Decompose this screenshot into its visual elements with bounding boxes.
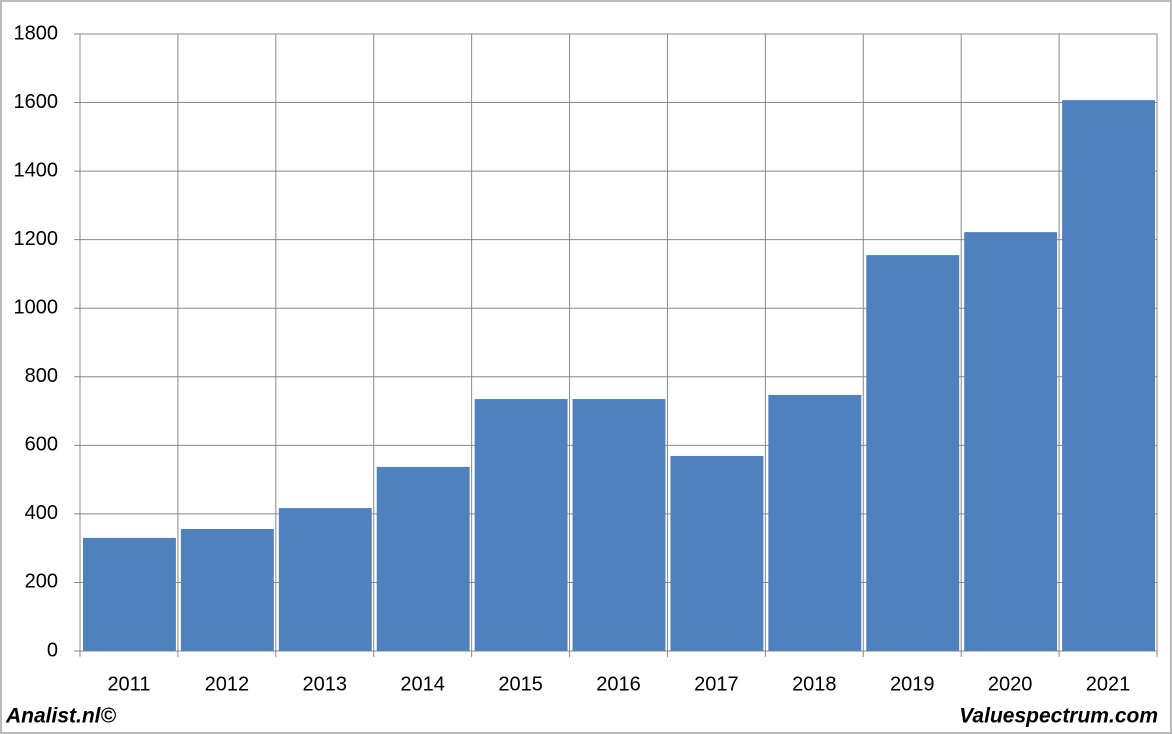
y-tick-label: 800 (25, 365, 58, 387)
footer-left: Analist.nl© (5, 705, 117, 728)
y-tick-label: 400 (25, 502, 58, 524)
bar (866, 255, 960, 651)
x-tick-label: 2021 (1086, 673, 1131, 695)
x-tick-label: 2019 (890, 673, 935, 695)
bar (572, 399, 666, 651)
x-tick-label: 2011 (107, 673, 150, 695)
bar (670, 455, 764, 651)
x-tick-label: 2020 (988, 673, 1033, 695)
y-tick-label: 1600 (14, 91, 59, 113)
bar (1062, 100, 1155, 651)
plot-area: 0 200 400 600 800 1000 1200 1400 1600 1800 2011 201… (14, 22, 1158, 695)
bar (278, 508, 372, 651)
y-tick-label: 1800 (14, 22, 59, 44)
footer-right: Valuespectrum.com (959, 705, 1158, 728)
y-tick-label: 200 (25, 571, 58, 593)
y-tick-label: 600 (25, 434, 58, 456)
bar (376, 466, 470, 651)
y-tick-label: 0 (47, 639, 58, 661)
bar (180, 528, 274, 651)
bar (83, 537, 176, 651)
x-tick-label: 2017 (694, 673, 739, 695)
x-tick-label: 2014 (400, 673, 445, 695)
bar (474, 399, 568, 651)
y-tick-label: 1200 (14, 228, 59, 250)
x-tick-label: 2015 (498, 673, 543, 695)
bar (964, 232, 1058, 651)
bar (768, 394, 862, 651)
x-tick-label: 2013 (303, 673, 348, 695)
y-tick-label: 1000 (14, 297, 59, 319)
x-tick-label: 2012 (205, 673, 250, 695)
x-tick-label: 2016 (596, 673, 641, 695)
x-tick-label: 2018 (792, 673, 837, 695)
y-tick-label: 1400 (14, 159, 59, 181)
